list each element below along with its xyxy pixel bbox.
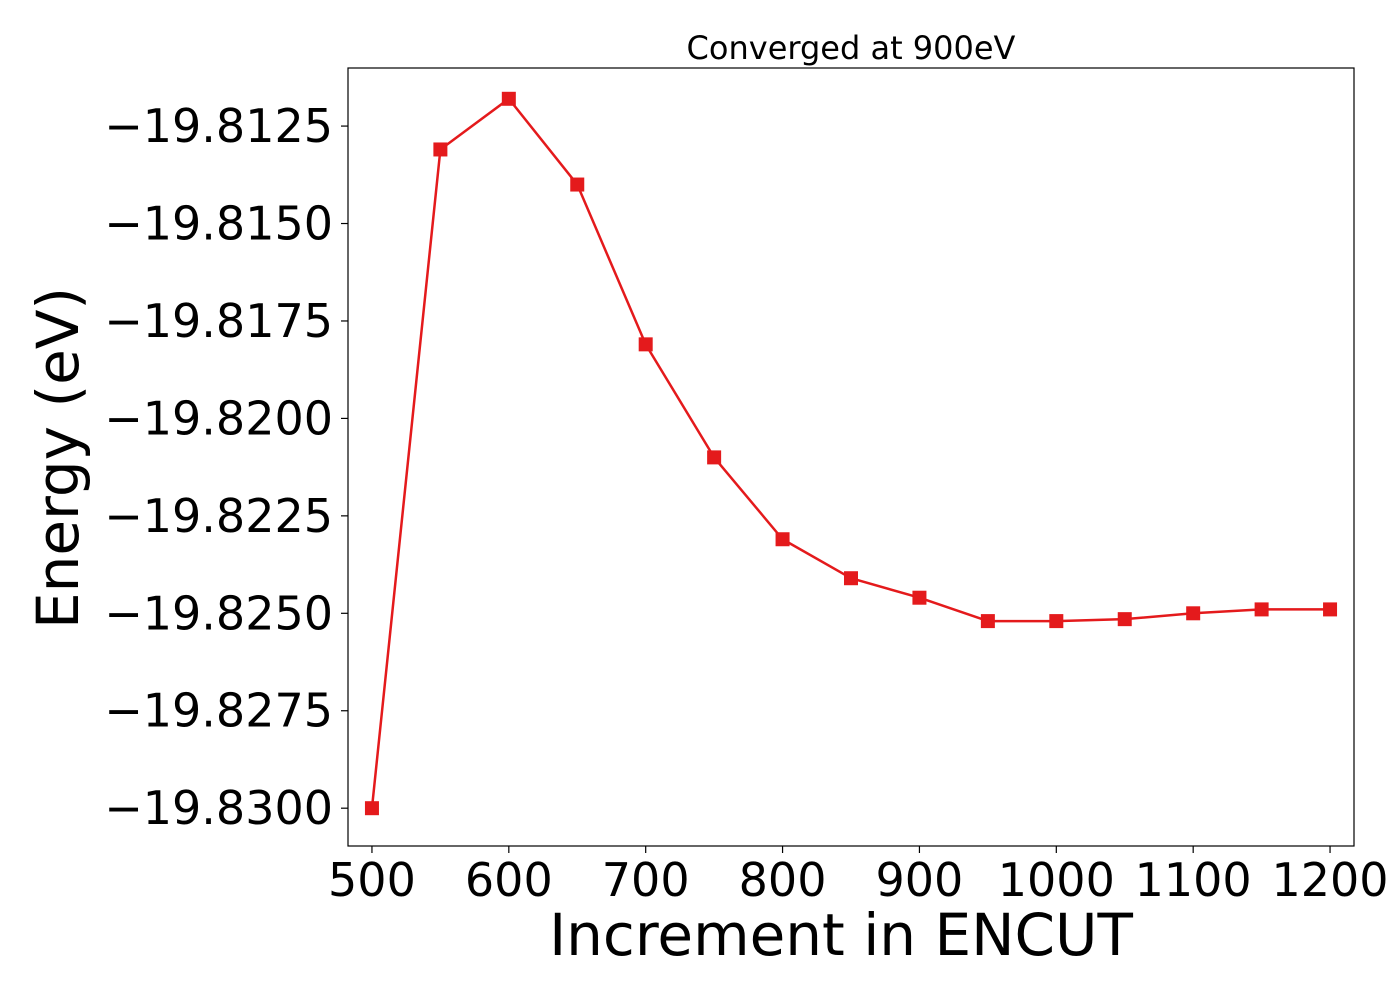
data-point-marker xyxy=(775,532,790,547)
x-tick-label: 600 xyxy=(465,853,553,907)
data-point-marker xyxy=(912,590,927,605)
data-point-marker xyxy=(1117,612,1132,627)
series-layer xyxy=(364,91,1338,816)
data-point-marker xyxy=(980,614,995,629)
x-tick-label: 500 xyxy=(328,853,416,907)
x-tick-label: 800 xyxy=(739,853,827,907)
x-axis: 500 600 700 800 900 1000 1100 1200 xyxy=(328,846,1389,907)
data-point-marker xyxy=(844,571,858,586)
x-tick-label: 900 xyxy=(876,853,964,907)
y-tick-label: −19.8175 xyxy=(104,294,333,348)
y-tick-label: −19.8300 xyxy=(104,781,333,835)
chart-title: Converged at 900eV xyxy=(687,29,1016,67)
plot-area-frame xyxy=(347,67,1355,847)
y-tick-label: −19.8200 xyxy=(104,391,333,445)
data-point-marker xyxy=(433,142,448,157)
x-tick-label: 1200 xyxy=(1272,853,1389,907)
x-axis-title: Increment in ENCUT xyxy=(549,901,1133,969)
data-point-marker xyxy=(707,450,722,465)
y-tick-label: −19.8125 xyxy=(104,99,333,153)
y-tick-label: −19.8250 xyxy=(104,586,333,640)
y-axis-title: Energy (eV) xyxy=(24,287,92,629)
data-point-marker xyxy=(364,801,379,816)
y-axis: −19.8125 −19.8150 −19.8175 −19.8200 −19.8225… xyxy=(104,99,348,835)
data-point-marker xyxy=(1323,602,1338,617)
data-point-marker xyxy=(570,177,585,192)
data-point-marker xyxy=(1254,602,1269,617)
series-line xyxy=(370,97,1331,809)
y-tick-label: −19.8225 xyxy=(104,489,333,543)
data-point-marker xyxy=(638,337,653,352)
y-tick-label: −19.8150 xyxy=(104,197,333,251)
data-point-marker xyxy=(501,91,516,106)
data-point-marker xyxy=(1049,614,1064,629)
x-tick-label: 1000 xyxy=(998,853,1115,907)
data-point-marker xyxy=(1186,606,1201,621)
x-tick-label: 700 xyxy=(602,853,690,907)
x-tick-label: 1100 xyxy=(1135,853,1252,907)
y-tick-label: −19.8275 xyxy=(104,684,333,738)
